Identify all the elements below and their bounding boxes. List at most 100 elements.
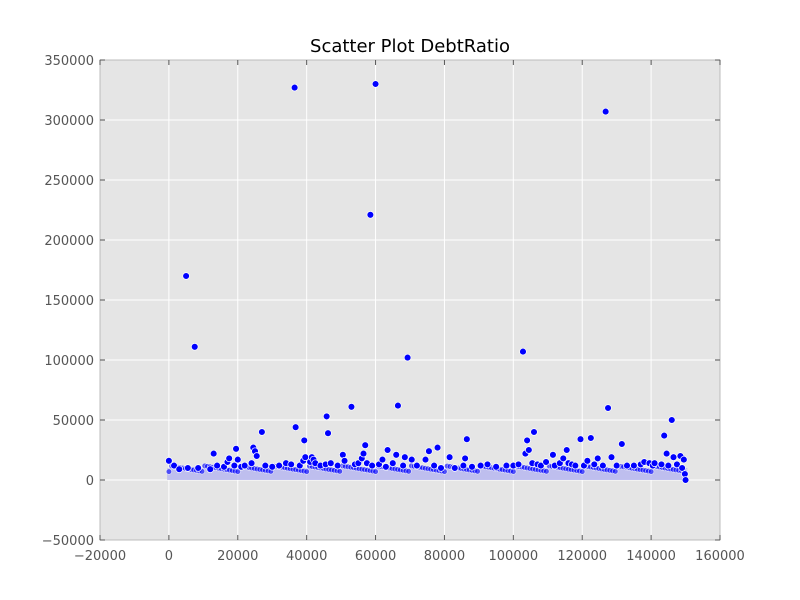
data-point bbox=[669, 453, 678, 461]
data-point bbox=[607, 453, 616, 461]
data-point bbox=[680, 455, 688, 464]
data-point bbox=[240, 461, 249, 470]
data-point bbox=[209, 449, 218, 458]
chart-title: Scatter Plot DebtRatio bbox=[310, 36, 510, 57]
x-tick-label: 60000 bbox=[355, 549, 396, 564]
data-point bbox=[514, 460, 523, 469]
dense-point bbox=[372, 468, 379, 475]
y-tick-label: 50000 bbox=[53, 414, 94, 429]
data-point bbox=[593, 454, 602, 463]
dense-point bbox=[336, 468, 343, 475]
dense-point bbox=[510, 468, 517, 475]
data-point bbox=[681, 476, 690, 484]
data-point bbox=[383, 446, 392, 454]
data-point bbox=[291, 423, 300, 431]
data-point bbox=[287, 460, 295, 469]
axis-ticks: −20000 0 20000 40000 60000 80000 100000 120000 1… bbox=[42, 54, 745, 564]
data-point bbox=[359, 449, 368, 458]
data-point bbox=[678, 464, 686, 472]
data-point bbox=[437, 464, 445, 472]
data-point bbox=[662, 449, 671, 458]
data-point bbox=[371, 80, 380, 88]
dense-point bbox=[579, 468, 586, 475]
data-point bbox=[184, 464, 192, 472]
data-point bbox=[170, 461, 178, 470]
data-point bbox=[542, 458, 550, 466]
data-point bbox=[392, 451, 400, 459]
y-tick-label: 350000 bbox=[44, 54, 94, 69]
data-point bbox=[601, 107, 610, 116]
data-point bbox=[599, 461, 607, 470]
data-point bbox=[657, 460, 666, 469]
dense-point bbox=[303, 468, 310, 475]
data-point bbox=[587, 434, 595, 442]
y-tick-label: 300000 bbox=[44, 114, 94, 129]
data-point bbox=[612, 461, 621, 470]
data-point bbox=[468, 463, 476, 471]
data-point bbox=[234, 455, 242, 464]
data-point bbox=[425, 447, 433, 455]
data-point bbox=[630, 461, 638, 470]
data-point bbox=[523, 436, 531, 445]
x-tick-label: 140000 bbox=[626, 549, 676, 564]
data-point bbox=[322, 412, 331, 421]
data-point bbox=[407, 455, 416, 464]
data-point bbox=[300, 436, 309, 445]
data-point bbox=[459, 461, 468, 470]
data-point bbox=[247, 459, 256, 467]
x-tick-label: 120000 bbox=[557, 549, 607, 564]
data-point bbox=[268, 463, 276, 471]
x-tick-label: 80000 bbox=[424, 549, 465, 564]
data-point bbox=[483, 460, 492, 469]
data-point bbox=[530, 428, 538, 436]
data-point bbox=[403, 353, 412, 362]
x-tick-label: 40000 bbox=[286, 549, 327, 564]
y-tick-label: −50000 bbox=[42, 534, 94, 549]
data-point bbox=[576, 435, 585, 443]
data-point bbox=[562, 446, 571, 454]
data-point bbox=[252, 452, 261, 460]
x-tick-label: −20000 bbox=[74, 549, 126, 564]
data-point bbox=[433, 443, 442, 452]
dense-point bbox=[405, 468, 412, 475]
data-point bbox=[333, 461, 342, 470]
data-point bbox=[623, 461, 631, 470]
data-point bbox=[413, 461, 421, 470]
data-point bbox=[290, 83, 299, 92]
data-point bbox=[451, 464, 459, 472]
data-point bbox=[324, 429, 332, 437]
data-point bbox=[463, 435, 471, 443]
data-point bbox=[583, 457, 592, 465]
dense-point bbox=[165, 468, 172, 475]
data-point bbox=[275, 461, 283, 470]
data-point bbox=[225, 454, 233, 463]
data-point bbox=[590, 460, 599, 469]
data-point bbox=[537, 461, 545, 470]
x-tick-label: 160000 bbox=[695, 549, 745, 564]
data-point bbox=[650, 459, 659, 467]
data-point bbox=[165, 457, 173, 465]
y-tick-label: 100000 bbox=[44, 354, 94, 369]
data-point bbox=[559, 454, 568, 463]
data-point bbox=[401, 453, 409, 461]
data-point bbox=[258, 428, 266, 436]
data-point bbox=[660, 431, 668, 440]
y-tick-label: 0 bbox=[86, 474, 94, 489]
data-point bbox=[445, 453, 454, 461]
data-point bbox=[492, 463, 500, 471]
data-point bbox=[399, 461, 407, 470]
data-point bbox=[476, 461, 485, 470]
data-point bbox=[190, 343, 199, 351]
data-point bbox=[361, 441, 369, 449]
data-point bbox=[571, 461, 580, 470]
data-point bbox=[618, 440, 626, 448]
y-tick-label: 150000 bbox=[44, 294, 94, 309]
data-point bbox=[261, 461, 270, 470]
data-point bbox=[421, 455, 430, 464]
data-point bbox=[340, 457, 349, 465]
data-point bbox=[461, 454, 469, 463]
dense-point bbox=[612, 468, 619, 475]
data-point bbox=[668, 416, 676, 424]
data-point bbox=[502, 461, 511, 470]
